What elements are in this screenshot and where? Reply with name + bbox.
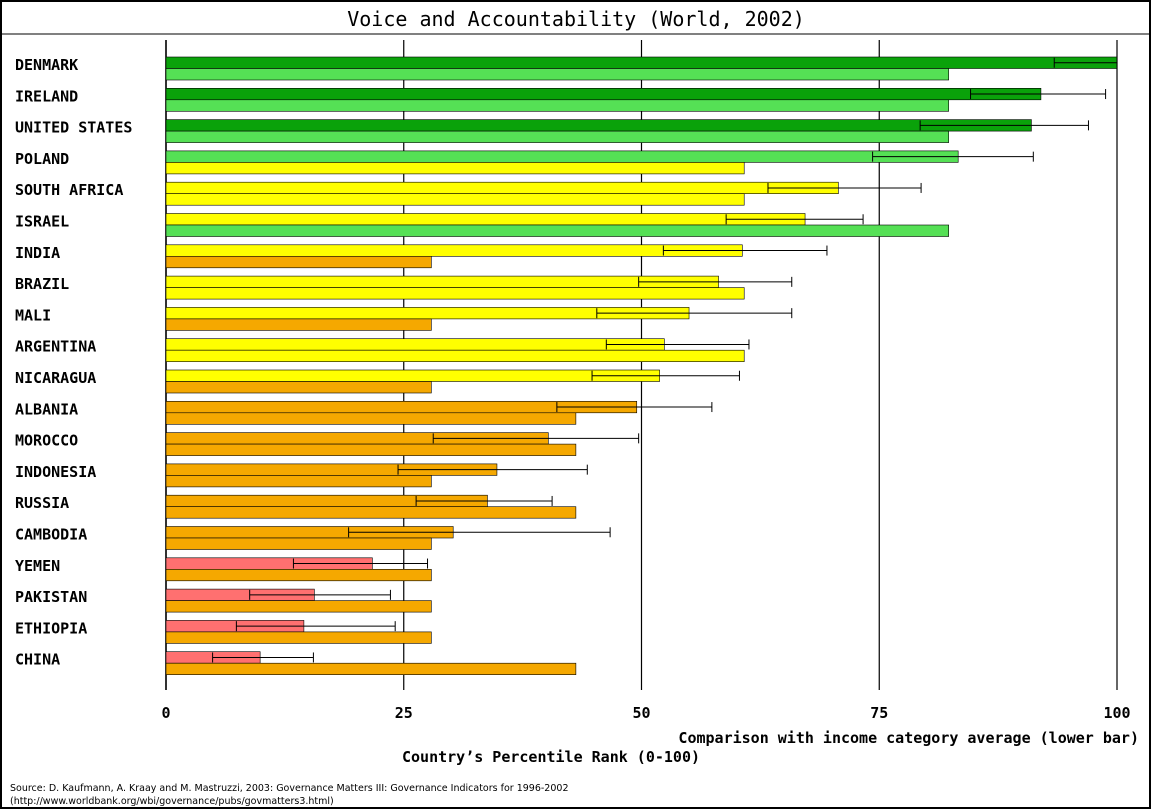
income-average-bar <box>165 255 432 269</box>
country-rank-bar <box>165 150 959 163</box>
country-rank-bar <box>165 213 806 226</box>
country-rank-bar <box>165 56 1118 69</box>
country-label: ETHIOPIA <box>15 619 87 637</box>
x-tick-label: 100 <box>1103 704 1130 722</box>
country-label: DENMARK <box>15 56 78 74</box>
country-label: CHINA <box>15 651 60 669</box>
error-bar <box>872 151 1034 162</box>
error-bar <box>292 558 429 569</box>
income-average-bar <box>165 349 745 363</box>
error-bar <box>432 433 640 444</box>
income-average-bar <box>165 412 577 425</box>
country-label: MOROCCO <box>15 432 78 450</box>
error-bar <box>591 370 740 381</box>
country-label: INDIA <box>15 244 60 262</box>
country-label: SOUTH AFRICA <box>15 181 123 199</box>
income-average-bar <box>165 99 949 112</box>
country-label: MALI <box>15 306 51 324</box>
x-tick-label: 50 <box>632 704 650 722</box>
country-rank-bar <box>165 275 719 288</box>
country-rank-bar <box>165 338 665 351</box>
country-label: ALBANIA <box>15 400 78 418</box>
error-bar <box>235 621 396 632</box>
income-average-bar <box>165 662 577 676</box>
income-average-bar <box>165 631 432 644</box>
country-labels: DENMARK IRELAND UNITED STATES POLAND SOUTH A… <box>15 56 132 669</box>
error-bar <box>605 339 750 350</box>
country-label: NICARAGUA <box>15 369 96 387</box>
chart-title: Voice and Accountability (World, 2002) <box>347 7 805 31</box>
error-bar <box>212 652 314 663</box>
bars <box>165 56 1118 676</box>
income-average-bar <box>165 537 432 550</box>
country-label: RUSSIA <box>15 494 69 512</box>
error-bar <box>767 182 922 193</box>
income-average-bar <box>165 443 577 456</box>
x-tick-labels: 0 25 50 75 100 <box>161 704 1130 722</box>
grid-lines <box>165 40 1118 690</box>
income-average-bar <box>165 130 949 143</box>
country-rank-bar <box>165 88 1042 101</box>
country-rank-bar <box>165 119 1032 132</box>
income-average-bar <box>165 287 745 300</box>
income-average-bar <box>165 568 432 582</box>
error-bar <box>397 464 588 475</box>
error-bar <box>596 308 793 319</box>
x-tick-label: 25 <box>395 704 413 722</box>
country-label: ARGENTINA <box>15 338 96 356</box>
country-label: IRELAND <box>15 87 78 105</box>
country-rank-bar <box>165 369 660 382</box>
error-bar <box>556 402 713 413</box>
country-label: INDONESIA <box>15 463 96 481</box>
error-bar <box>249 589 391 600</box>
x-tick-label: 75 <box>870 704 888 722</box>
income-average-bar <box>165 318 432 331</box>
lower-bar-note: Comparison with income category average … <box>678 729 1139 747</box>
error-bar <box>638 276 793 287</box>
country-label: YEMEN <box>15 557 60 575</box>
error-bar <box>662 245 828 256</box>
income-average-bar <box>165 224 949 237</box>
income-average-bar <box>165 600 432 613</box>
x-tick-label: 0 <box>161 704 170 722</box>
income-average-bar <box>165 475 432 488</box>
error-bar <box>415 495 553 506</box>
source-line-1: Source: D. Kaufmann, A. Kraay and M. Mas… <box>10 783 569 794</box>
source-line-2: (http://www.worldbank.org/wbi/governance… <box>10 796 334 807</box>
error-bar <box>970 89 1107 100</box>
error-bar <box>919 120 1089 131</box>
country-label: PAKISTAN <box>15 588 87 606</box>
country-rank-bar <box>165 181 839 194</box>
error-bar <box>725 214 864 225</box>
country-rank-bar <box>165 244 743 257</box>
income-average-bar <box>165 68 949 81</box>
error-bar <box>348 527 611 538</box>
income-average-bar <box>165 162 745 175</box>
x-axis-label: Country’s Percentile Rank (0-100) <box>402 748 700 766</box>
income-average-bar <box>165 506 577 519</box>
country-label: ISRAEL <box>15 213 69 231</box>
country-label: CAMBODIA <box>15 526 87 544</box>
income-average-bar <box>165 193 745 206</box>
income-average-bar <box>165 381 432 394</box>
error-bar <box>1053 57 1118 68</box>
country-label: UNITED STATES <box>15 119 132 137</box>
country-label: BRAZIL <box>15 275 69 293</box>
country-label: POLAND <box>15 150 69 168</box>
